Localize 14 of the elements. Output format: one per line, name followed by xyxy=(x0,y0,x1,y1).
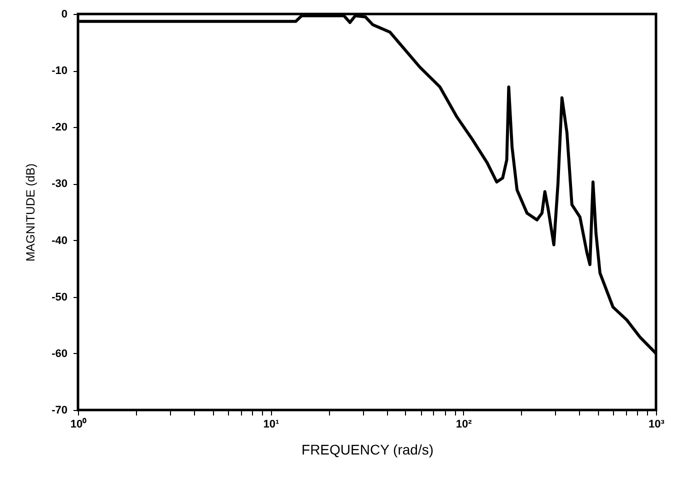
x-tick-label: 10³ xyxy=(648,418,665,430)
x-tick-label: 10² xyxy=(456,418,472,430)
y-tick-label: -70 xyxy=(52,404,68,416)
y-tick-label: -50 xyxy=(52,291,68,304)
y-tick-label: -20 xyxy=(52,122,68,134)
y-tick-label: -30 xyxy=(52,178,68,190)
y-tick-label: -40 xyxy=(52,234,68,247)
y-tick-label: -10 xyxy=(52,65,68,78)
x-axis-title: FREQUENCY (rad/s) xyxy=(302,442,434,458)
x-tick-label: 10¹ xyxy=(263,418,280,430)
y-tick-label: -60 xyxy=(52,348,68,360)
y-axis-title: MAGNITUDE (dB) xyxy=(24,163,38,262)
x-tick-label: 10⁰ xyxy=(70,418,87,430)
y-tick-label: 0 xyxy=(61,8,68,20)
